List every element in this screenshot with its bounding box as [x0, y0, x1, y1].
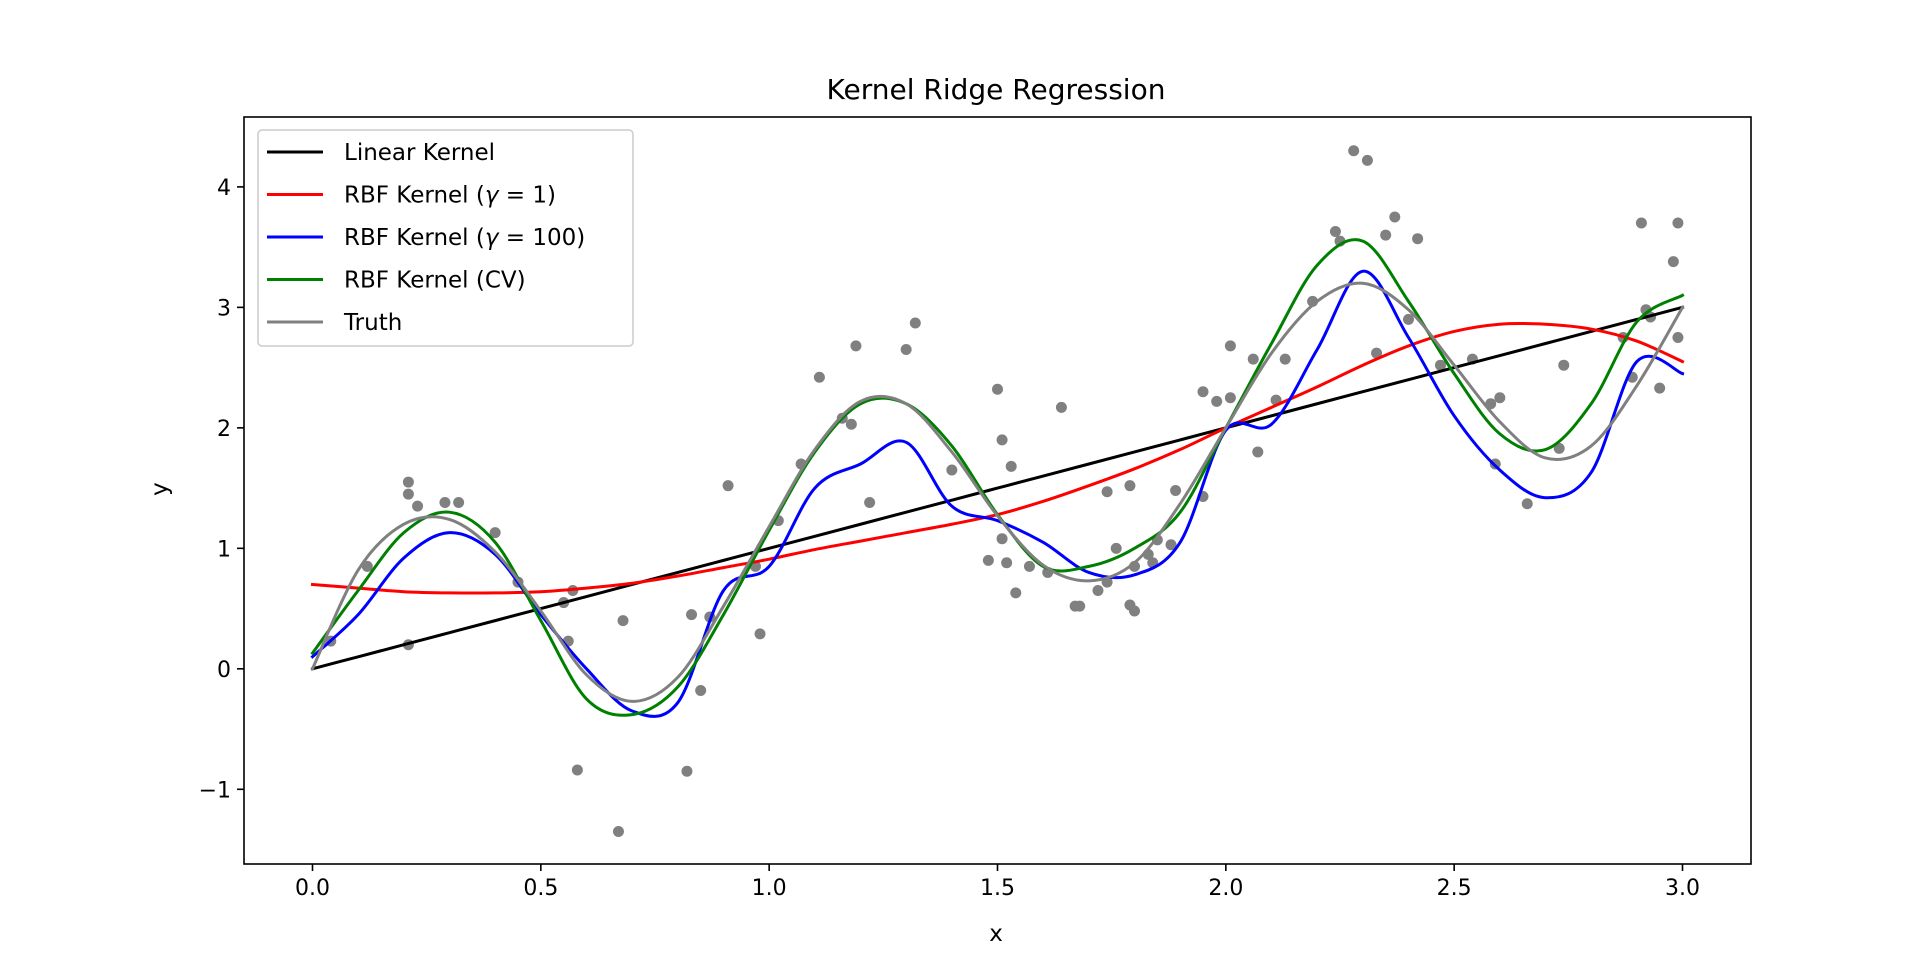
data-point	[1521, 498, 1533, 510]
x-tick-label: 1.0	[752, 876, 787, 901]
legend-label: Truth	[343, 310, 402, 336]
data-point	[996, 533, 1008, 545]
data-point	[1247, 353, 1259, 365]
data-point	[1494, 392, 1506, 404]
data-point	[1197, 386, 1209, 398]
y-tick-label: 3	[217, 296, 231, 321]
data-point	[453, 497, 465, 509]
data-point	[1412, 233, 1424, 245]
series-line-linear-kernel	[310, 305, 1685, 671]
data-point	[1170, 485, 1182, 496]
y-tick-label: 1	[217, 537, 231, 562]
data-point	[946, 464, 958, 476]
legend-label: RBF Kernel (γ = 1)	[344, 183, 556, 209]
x-tick-label: 2.5	[1437, 876, 1472, 901]
data-point	[1252, 446, 1264, 458]
data-point	[681, 765, 693, 777]
data-point	[412, 500, 424, 512]
legend-box	[257, 129, 634, 347]
y-tick-label: −1	[199, 778, 231, 803]
series-line-rbf-kernel-1	[310, 321, 1685, 595]
data-point	[1348, 145, 1360, 157]
chart-title: Kernel Ridge Regression	[827, 73, 1166, 106]
data-point	[1023, 560, 1035, 572]
data-point	[1110, 542, 1122, 554]
data-point	[1654, 382, 1666, 394]
data-point	[1005, 460, 1017, 472]
data-point	[1371, 347, 1383, 359]
x-axis-label: x	[989, 921, 1003, 947]
data-point	[1667, 256, 1679, 268]
data-point	[1101, 486, 1113, 498]
legend-label: RBF Kernel (CV)	[344, 268, 526, 294]
data-point	[864, 497, 876, 509]
data-point	[1403, 313, 1414, 325]
data-point	[850, 340, 862, 352]
data-point	[612, 825, 624, 837]
data-point	[1129, 605, 1140, 617]
data-point	[1092, 585, 1104, 597]
data-point	[813, 371, 825, 383]
data-point	[1074, 600, 1086, 612]
data-point	[1279, 353, 1291, 365]
data-point	[402, 488, 414, 500]
data-point	[1211, 395, 1223, 407]
data-point	[1672, 217, 1684, 229]
data-point	[1010, 587, 1022, 599]
data-point	[1361, 154, 1373, 166]
data-point	[1553, 442, 1565, 454]
data-point	[695, 685, 707, 697]
data-point	[439, 497, 451, 509]
x-tick-label: 0.0	[295, 876, 330, 901]
data-point	[571, 764, 583, 776]
x-tick-label: 0.5	[523, 876, 558, 901]
data-point	[1124, 480, 1136, 492]
data-point	[1672, 331, 1684, 343]
data-point	[1224, 340, 1236, 352]
series-line-truth	[310, 281, 1685, 703]
data-point	[900, 344, 912, 356]
legend-label: Linear Kernel	[344, 140, 495, 166]
data-point	[1389, 211, 1401, 223]
x-tick-label: 2.0	[1208, 876, 1243, 901]
data-point	[1329, 225, 1341, 237]
data-point	[1558, 359, 1570, 371]
data-point	[996, 434, 1008, 446]
y-tick-label: 4	[217, 176, 231, 201]
data-point	[754, 628, 766, 640]
data-point	[402, 476, 414, 488]
x-tick-label: 1.5	[980, 876, 1015, 901]
data-point	[982, 554, 994, 566]
data-point	[1165, 539, 1177, 551]
data-point	[361, 560, 373, 572]
x-tick-label: 3.0	[1665, 876, 1700, 901]
data-point	[1001, 557, 1013, 569]
y-tick-label: 0	[217, 658, 231, 683]
legend-label: RBF Kernel (γ = 100)	[344, 225, 585, 251]
data-point	[992, 383, 1003, 395]
data-point	[722, 480, 734, 492]
data-point	[1434, 359, 1446, 371]
data-point	[909, 317, 921, 329]
data-point	[489, 527, 501, 539]
data-point	[1055, 401, 1067, 413]
series-lines	[310, 238, 1685, 718]
data-point	[1224, 392, 1236, 404]
data-point	[1380, 229, 1392, 241]
data-point	[686, 609, 698, 621]
y-tick-label: 2	[217, 417, 231, 442]
data-point	[845, 418, 857, 430]
y-axis-label: y	[147, 482, 173, 496]
data-point	[617, 615, 629, 627]
data-point	[1635, 217, 1647, 229]
